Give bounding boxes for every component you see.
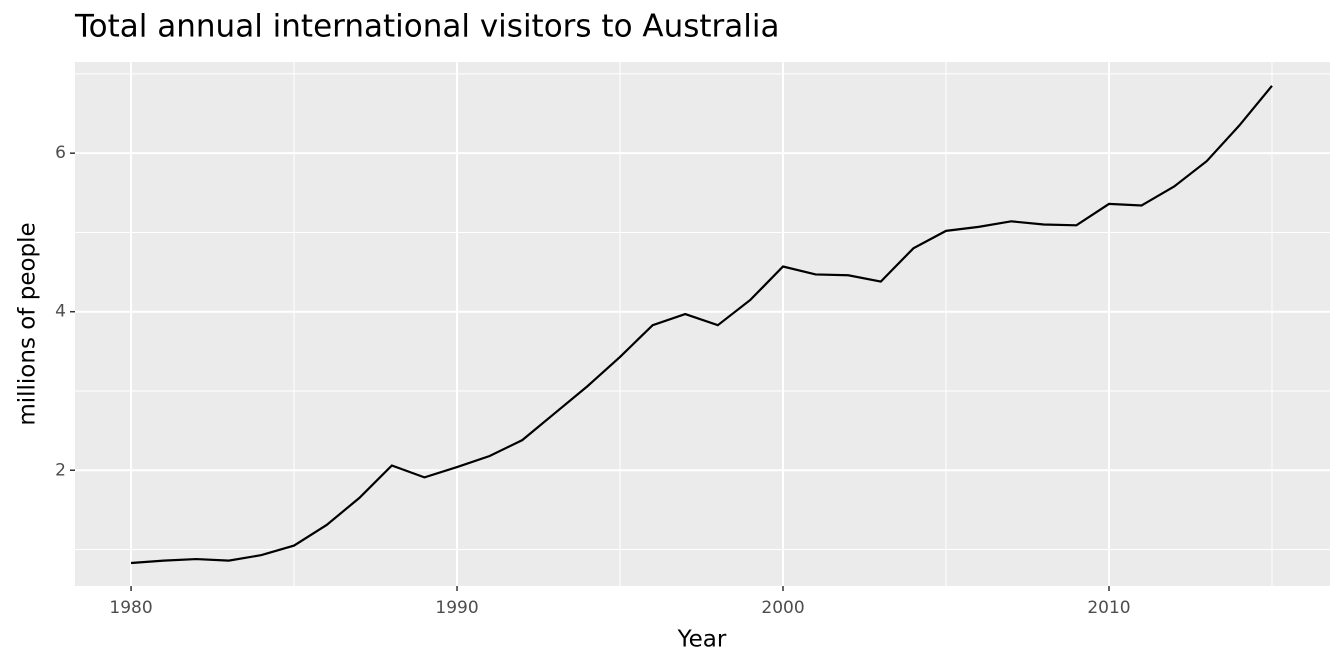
y-tick-label: 4 (55, 302, 66, 322)
x-tick-label: 1990 (435, 598, 478, 618)
data-line (130, 85, 1273, 565)
x-tick-label: 1980 (109, 598, 152, 618)
x-tick-label: 2000 (761, 598, 804, 618)
y-axis-label: millions of people (15, 222, 41, 425)
y-tick-label: 2 (55, 460, 66, 480)
y-tick-label: 6 (55, 143, 66, 163)
x-tick-label: 2010 (1087, 598, 1130, 618)
chart-title: Total annual international visitors to A… (74, 9, 780, 45)
x-axis-label: Year (677, 627, 727, 653)
plot-panel (75, 62, 1330, 586)
